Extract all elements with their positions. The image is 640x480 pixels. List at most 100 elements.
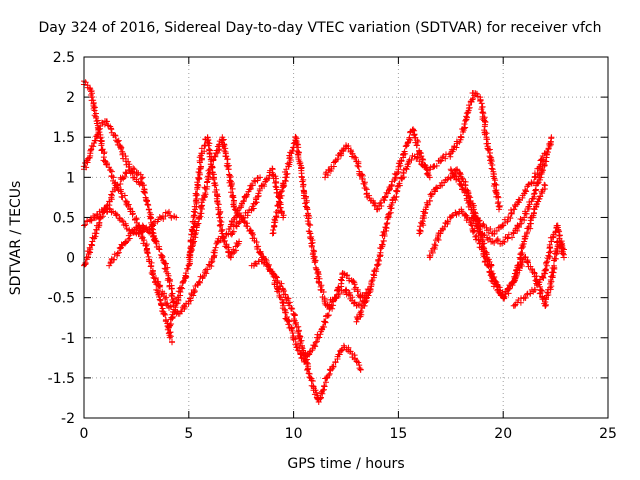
data-point bbox=[384, 190, 391, 197]
series-marker bbox=[511, 206, 518, 213]
series-marker bbox=[234, 211, 241, 218]
series-marker bbox=[448, 213, 455, 220]
series-marker bbox=[215, 204, 222, 211]
y-tick-label: 2 bbox=[66, 90, 75, 106]
series-marker bbox=[212, 244, 219, 251]
series-marker bbox=[194, 191, 201, 198]
series-marker bbox=[288, 305, 295, 312]
series-marker bbox=[338, 277, 345, 284]
x-tick-label: 20 bbox=[494, 426, 512, 442]
series-marker bbox=[205, 167, 212, 174]
data-point bbox=[139, 174, 146, 181]
data-point bbox=[542, 182, 549, 189]
data-point bbox=[275, 198, 282, 205]
series-marker bbox=[559, 245, 566, 252]
series-marker bbox=[287, 324, 294, 331]
series-marker bbox=[311, 248, 318, 255]
series-marker bbox=[532, 277, 539, 284]
series-marker bbox=[279, 187, 286, 194]
series-marker bbox=[292, 320, 299, 327]
series-marker bbox=[546, 142, 553, 149]
series-marker bbox=[193, 197, 200, 204]
series-marker bbox=[152, 237, 159, 244]
series-marker bbox=[486, 269, 493, 276]
chart-title: Day 324 of 2016, Sidereal Day-to-day VTE… bbox=[38, 20, 602, 36]
series-marker bbox=[457, 134, 464, 141]
series-marker bbox=[206, 170, 213, 177]
data-point bbox=[219, 230, 226, 237]
data-point bbox=[496, 206, 503, 213]
series-marker bbox=[228, 180, 235, 187]
x-tick-label: 10 bbox=[285, 426, 303, 442]
series-marker bbox=[287, 157, 294, 164]
series-marker bbox=[309, 377, 316, 384]
series-marker bbox=[472, 220, 479, 227]
series-marker bbox=[130, 229, 137, 236]
series-marker bbox=[283, 171, 290, 178]
series-marker bbox=[319, 390, 326, 397]
series-marker bbox=[512, 274, 519, 281]
series-marker bbox=[461, 189, 468, 196]
series-marker bbox=[491, 239, 498, 246]
series-marker bbox=[141, 237, 148, 244]
series-marker bbox=[358, 308, 365, 315]
series-marker bbox=[382, 193, 389, 200]
series-marker bbox=[304, 206, 311, 213]
y-tick-label: 1 bbox=[66, 170, 75, 186]
series-marker bbox=[546, 253, 553, 260]
series-marker bbox=[522, 188, 529, 195]
data-point bbox=[548, 238, 555, 245]
series-marker bbox=[559, 250, 566, 257]
data-point bbox=[384, 214, 391, 221]
series-marker bbox=[537, 289, 544, 296]
series-marker bbox=[373, 265, 380, 272]
series-marker bbox=[182, 270, 189, 277]
series-marker bbox=[469, 96, 476, 103]
series-marker bbox=[94, 212, 101, 219]
y-tick-label: 1.5 bbox=[53, 130, 75, 146]
series-marker bbox=[457, 180, 464, 187]
series-marker bbox=[243, 192, 250, 199]
series-marker bbox=[539, 190, 546, 197]
series-marker bbox=[485, 263, 492, 270]
x-axis-label: GPS time / hours bbox=[287, 456, 405, 472]
series-marker bbox=[208, 163, 215, 170]
series-marker bbox=[404, 161, 411, 168]
y-tick-label: 2.5 bbox=[53, 50, 75, 66]
series-marker bbox=[123, 170, 130, 177]
data-point bbox=[131, 166, 138, 173]
series-marker bbox=[260, 181, 267, 188]
series-marker bbox=[272, 183, 279, 190]
series-marker bbox=[312, 343, 319, 350]
series-marker bbox=[413, 155, 420, 162]
data-point bbox=[311, 342, 318, 349]
series-marker bbox=[452, 166, 459, 173]
series-marker bbox=[401, 148, 408, 155]
series-marker bbox=[252, 260, 259, 267]
series-marker bbox=[113, 211, 120, 218]
series-marker bbox=[505, 231, 512, 238]
series-marker bbox=[108, 192, 115, 199]
series-marker bbox=[305, 370, 312, 377]
series-marker bbox=[355, 302, 362, 309]
series-marker bbox=[485, 229, 492, 236]
series-marker bbox=[195, 220, 202, 227]
data-point bbox=[257, 174, 264, 181]
series-marker bbox=[161, 260, 168, 267]
series-marker bbox=[378, 241, 385, 248]
series-marker bbox=[205, 174, 212, 181]
series-marker bbox=[157, 283, 164, 290]
series-marker bbox=[217, 221, 224, 228]
series-marker bbox=[200, 197, 207, 204]
series-marker bbox=[505, 290, 512, 297]
series-marker bbox=[238, 202, 245, 209]
data-point bbox=[468, 222, 475, 229]
series-marker bbox=[391, 177, 398, 184]
series-marker bbox=[465, 109, 472, 116]
series-marker bbox=[472, 233, 479, 240]
series-marker bbox=[470, 229, 477, 236]
series-marker bbox=[426, 198, 433, 205]
series-marker bbox=[141, 190, 148, 197]
series-marker bbox=[368, 278, 375, 285]
series-marker bbox=[285, 321, 292, 328]
